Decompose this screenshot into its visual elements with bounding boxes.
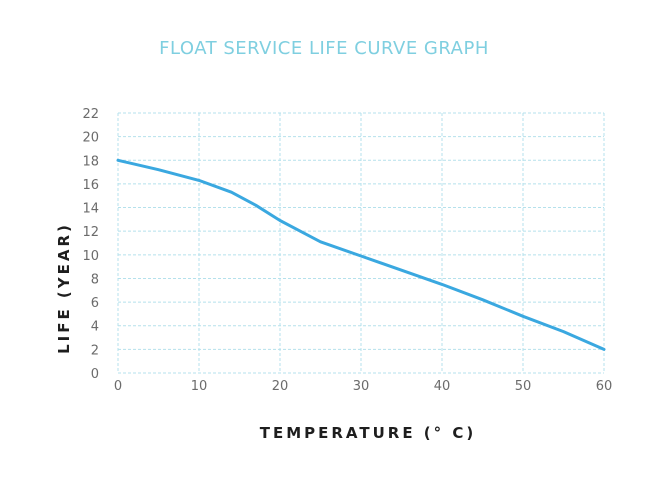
y-tick-label: 12 bbox=[82, 225, 99, 240]
y-tick-label: 2 bbox=[91, 343, 99, 358]
x-tick-label: 30 bbox=[353, 379, 370, 394]
y-tick-label: 4 bbox=[91, 320, 99, 335]
y-tick-label: 10 bbox=[82, 249, 99, 264]
x-tick-label: 50 bbox=[515, 379, 532, 394]
y-tick-label: 18 bbox=[82, 154, 99, 169]
series-group bbox=[116, 158, 606, 351]
y-tick-labels: 0 2 4 6 8 10 12 14 16 18 20 22 bbox=[82, 107, 99, 382]
y-tick-label: 14 bbox=[82, 202, 99, 217]
series-line bbox=[116, 158, 606, 351]
x-tick-label: 40 bbox=[434, 379, 451, 394]
x-tick-label: 0 bbox=[114, 379, 122, 394]
y-axis-label: LIFE (YEAR) bbox=[55, 222, 73, 354]
x-tick-label: 10 bbox=[191, 379, 208, 394]
y-tick-label: 8 bbox=[91, 272, 99, 287]
y-tick-label: 20 bbox=[82, 131, 99, 146]
grid bbox=[117, 112, 605, 374]
x-axis-label: TEMPERATURE (° C) bbox=[260, 424, 477, 442]
y-tick-label: 22 bbox=[82, 107, 99, 122]
y-tick-label: 16 bbox=[82, 178, 99, 193]
x-tick-labels: 0 10 20 30 40 50 60 bbox=[114, 379, 612, 394]
y-tick-label: 0 bbox=[91, 367, 99, 382]
y-tick-label: 6 bbox=[91, 296, 99, 311]
x-tick-label: 60 bbox=[596, 379, 613, 394]
x-tick-label: 20 bbox=[272, 379, 289, 394]
chart-title: FLOAT SERVICE LIFE CURVE GRAPH bbox=[159, 38, 489, 59]
